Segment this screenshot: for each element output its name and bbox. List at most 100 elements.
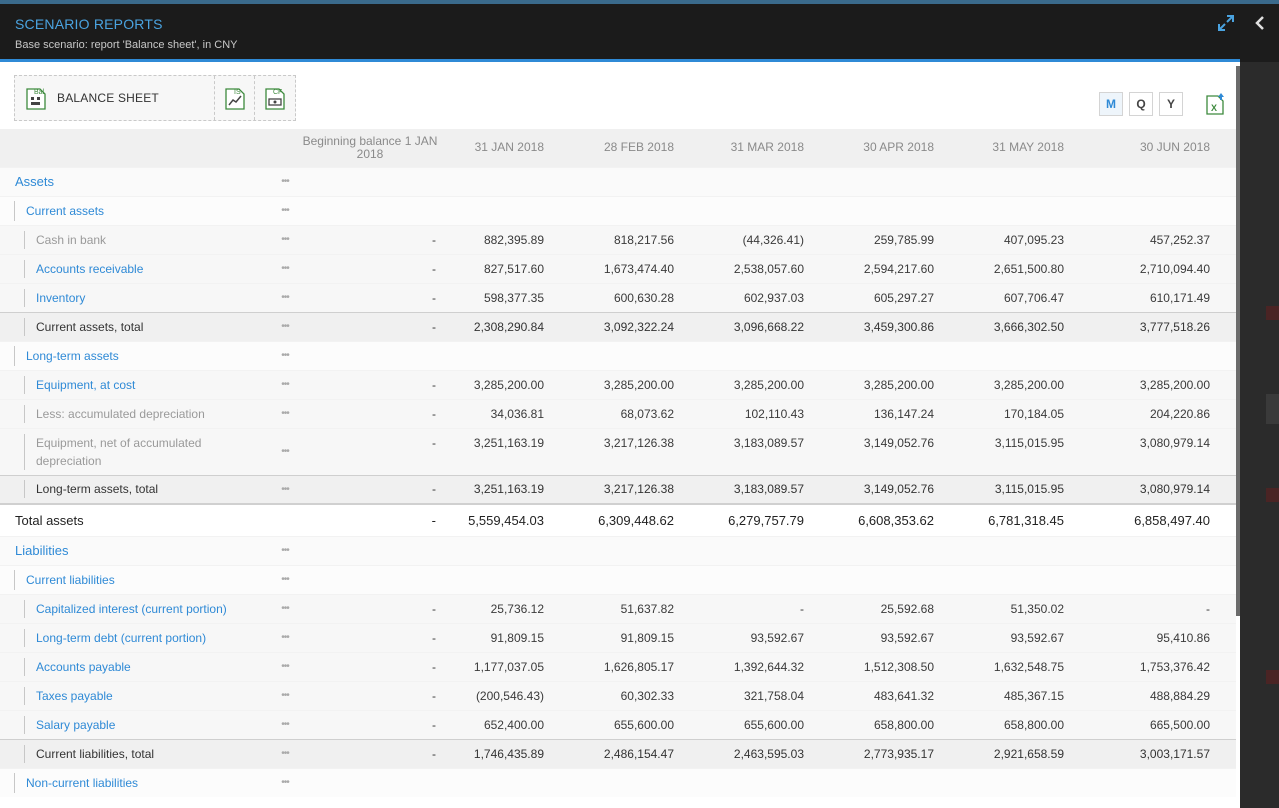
value-cell: 882,395.89 [440, 224, 570, 254]
table-row: Long-term debt (current portion) ••• -91,8… [0, 622, 1236, 652]
expand-icon[interactable] [1217, 14, 1235, 32]
tab-cash-flow[interactable]: CF [255, 76, 295, 120]
value-cell: 655,600.00 [570, 709, 700, 739]
row-menu-dots[interactable]: ••• [270, 535, 300, 565]
value-cell [1090, 535, 1236, 565]
row-menu-dots[interactable]: ••• [270, 282, 300, 312]
value-cell: 827,517.60 [440, 253, 570, 283]
row-menu-dots[interactable]: ••• [270, 738, 300, 768]
table-row: Less: accumulated depreciation ••• -34,036… [0, 398, 1236, 428]
value-cell: 3,115,015.95 [960, 474, 1090, 504]
row-label[interactable]: Taxes payable [24, 686, 270, 705]
row-menu-dots[interactable]: ••• [270, 427, 300, 475]
row-menu-dots[interactable]: ••• [270, 680, 300, 710]
row-menu-dots[interactable]: ••• [270, 195, 300, 225]
value-cell [960, 564, 1090, 594]
row-menu-dots[interactable]: ••• [270, 166, 300, 196]
row-label: Current liabilities, total [24, 744, 270, 763]
row-menu-dots[interactable]: ••• [270, 593, 300, 623]
beginning-balance-cell [300, 166, 440, 196]
value-cell [1090, 767, 1236, 797]
table-row: Total assets -5,559,454.03 6,309,448.62 6,2… [0, 503, 1236, 536]
row-label[interactable]: Current assets [14, 200, 270, 221]
value-cell: 655,600.00 [700, 709, 830, 739]
beginning-balance-cell: - [300, 503, 440, 536]
row-menu-dots[interactable]: ••• [270, 651, 300, 681]
value-cell [440, 535, 570, 565]
value-cell: 1,392,644.32 [700, 651, 830, 681]
value-cell [570, 767, 700, 797]
svg-text:X: X [1211, 103, 1217, 113]
row-menu-dots[interactable]: ••• [270, 311, 300, 341]
row-label[interactable]: Assets [15, 174, 55, 189]
beginning-balance-cell: - [300, 651, 440, 681]
value-cell [830, 767, 960, 797]
value-cell [570, 166, 700, 196]
row-label[interactable]: Liabilities [15, 543, 69, 558]
beginning-balance-cell [300, 340, 440, 370]
period-year-button[interactable]: Y [1159, 92, 1183, 116]
value-cell: 2,308,290.84 [440, 311, 570, 341]
export-excel-icon[interactable]: X [1204, 92, 1226, 116]
value-cell: 658,800.00 [960, 709, 1090, 739]
value-cell [570, 195, 700, 225]
row-label-cell: Current assets [0, 195, 270, 225]
row-label[interactable]: Long-term assets [14, 345, 270, 366]
value-cell [700, 564, 830, 594]
period-quarter-button[interactable]: Q [1129, 92, 1153, 116]
row-menu-dots[interactable]: ••• [270, 398, 300, 428]
row-label[interactable]: Accounts receivable [24, 259, 270, 278]
value-cell: 93,592.67 [700, 622, 830, 652]
tab-income-statement[interactable]: IS [215, 76, 255, 120]
row-label[interactable]: Long-term debt (current portion) [24, 628, 270, 647]
row-label[interactable]: Current liabilities [14, 569, 270, 590]
balance-sheet-doc-icon: Bal [26, 88, 46, 110]
row-label[interactable]: Salary payable [24, 715, 270, 734]
period-month-button[interactable]: M [1099, 92, 1123, 116]
value-cell: 1,632,548.75 [960, 651, 1090, 681]
row-menu-dots[interactable]: ••• [270, 622, 300, 652]
beginning-balance-cell [300, 767, 440, 797]
page-title: SCENARIO REPORTS [15, 16, 163, 32]
value-cell: 25,592.68 [830, 593, 960, 623]
row-label: Current assets, total [24, 317, 270, 336]
row-menu-dots[interactable]: ••• [270, 224, 300, 254]
row-menu-dots[interactable]: ••• [270, 709, 300, 739]
cf-badge: CF [273, 89, 282, 96]
tab-balance-sheet[interactable]: Bal BALANCE SHEET [15, 76, 215, 120]
row-menu-dots[interactable]: ••• [270, 767, 300, 797]
value-cell: 665,500.00 [1090, 709, 1236, 739]
value-cell: 3,217,126.38 [570, 474, 700, 504]
table-row: Current assets, total ••• -2,308,290.84 3,0… [0, 311, 1236, 341]
value-cell [700, 195, 830, 225]
chevron-left-icon[interactable] [1253, 14, 1267, 32]
row-menu-dots[interactable]: ••• [270, 340, 300, 370]
row-menu-dots[interactable]: ••• [270, 369, 300, 399]
value-cell: 818,217.56 [570, 224, 700, 254]
value-cell: 2,710,094.40 [1090, 253, 1236, 283]
value-cell: 2,594,217.60 [830, 253, 960, 283]
value-cell [570, 535, 700, 565]
column-header: 31 MAY 2018 [960, 129, 1090, 167]
row-menu-dots[interactable]: ••• [270, 253, 300, 283]
row-label[interactable]: Inventory [24, 288, 270, 307]
value-cell: 3,092,322.24 [570, 311, 700, 341]
value-cell: 2,486,154.47 [570, 738, 700, 768]
vertical-scrollbar[interactable] [1236, 66, 1240, 616]
value-cell: 3,251,163.19 [440, 427, 570, 475]
row-label[interactable]: Accounts payable [24, 657, 270, 676]
row-label-cell: Accounts receivable [0, 253, 270, 283]
row-label[interactable]: Non-current liabilities [14, 772, 270, 793]
table-row: Taxes payable ••• - (200,546.43) 60,302.33 32… [0, 680, 1236, 710]
row-label-cell: Salary payable [0, 709, 270, 739]
row-label[interactable]: Capitalized interest (current portion) [24, 599, 270, 618]
period-selector: M Q Y [1099, 92, 1183, 116]
row-menu-dots[interactable]: ••• [270, 564, 300, 594]
value-cell: 2,538,057.60 [700, 253, 830, 283]
value-cell [830, 195, 960, 225]
value-cell [960, 767, 1090, 797]
row-menu-dots[interactable]: ••• [270, 474, 300, 504]
value-cell: 658,800.00 [830, 709, 960, 739]
value-cell: 6,781,318.45 [960, 503, 1090, 536]
row-label[interactable]: Equipment, at cost [24, 375, 270, 394]
